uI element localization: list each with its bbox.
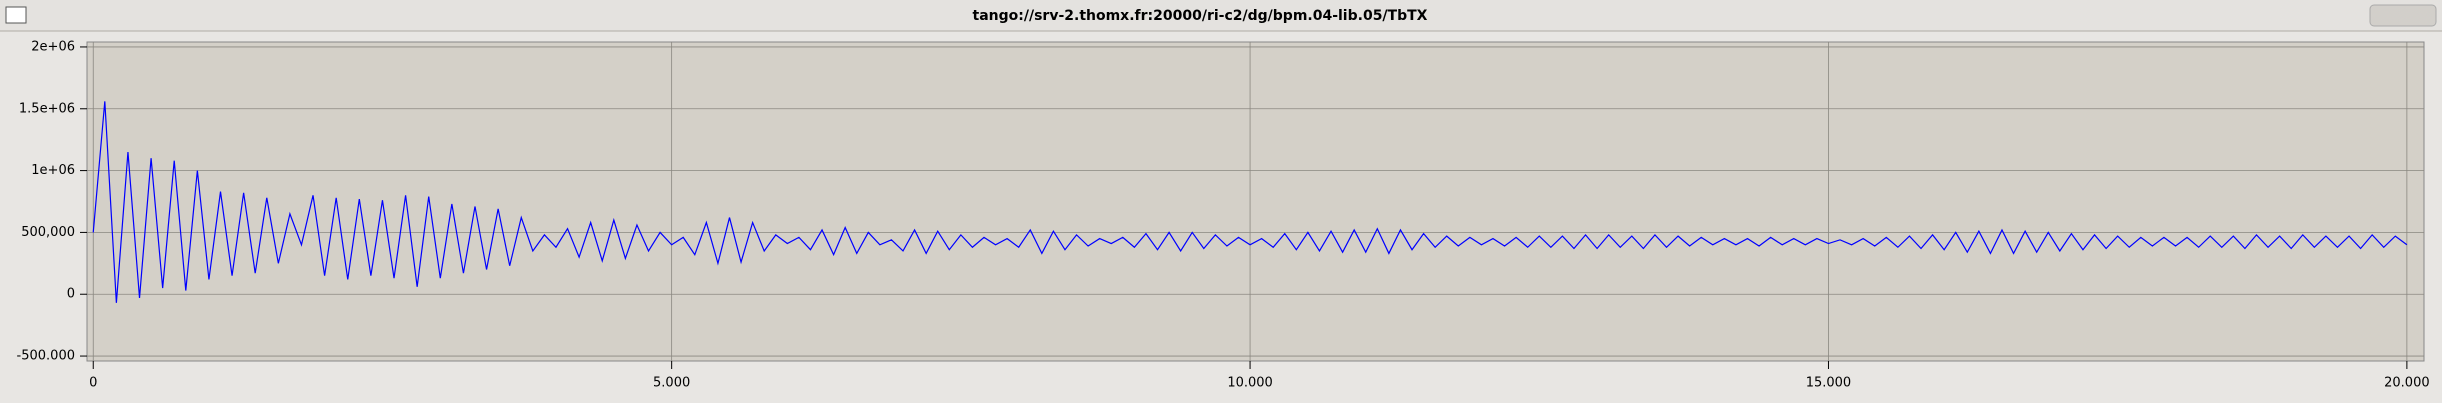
title-bar <box>0 0 2442 31</box>
window-title: tango://srv-2.thomx.fr:20000/ri-c2/dg/bp… <box>973 8 1428 24</box>
signal-line <box>92 101 2408 303</box>
x-tick-label: 10.000 <box>1227 376 1273 391</box>
x-tick-label: 20.000 <box>2384 376 2430 391</box>
x-tick-label: 0 <box>89 376 97 391</box>
x-tick-label: 15.000 <box>1806 376 1852 391</box>
y-tick-label: 2e+06 <box>31 39 75 54</box>
y-tick-label: -500.000 <box>17 349 75 364</box>
window-icon[interactable] <box>5 6 27 24</box>
y-tick-label: 0 <box>67 287 75 302</box>
window-controls[interactable] <box>2369 4 2437 27</box>
y-tick-label: 1e+06 <box>31 163 75 178</box>
y-tick-label: 500,000 <box>21 225 75 240</box>
x-tick-label: 5.000 <box>653 376 690 391</box>
y-tick-label: 1.5e+06 <box>19 101 75 116</box>
plot-area <box>86 41 2425 362</box>
